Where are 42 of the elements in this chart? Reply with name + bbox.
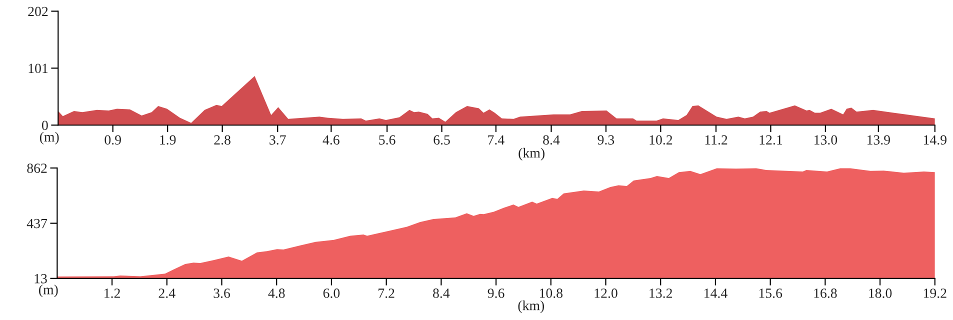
x-tick-label: 8.4	[433, 288, 450, 298]
x-tick-label: 2.4	[158, 288, 176, 298]
y-tick-label: 437	[26, 218, 48, 228]
x-tick-label: 5.6	[379, 135, 396, 145]
x-tick-label: 8.4	[543, 135, 560, 145]
x-axis-title: (km)	[518, 300, 544, 314]
y-tick-label: 202	[28, 6, 48, 16]
x-tick-label: 9.6	[488, 288, 504, 298]
x-tick-label: 14.9	[924, 135, 946, 145]
x-tick-label: 13.0	[814, 135, 838, 145]
x-tick-label: 6.5	[434, 135, 450, 145]
y-tick-label: 0	[42, 120, 48, 130]
x-tick-label: 3.7	[270, 135, 286, 145]
x-tick-label: 13.2	[650, 288, 672, 298]
x-tick-label: 10.2	[650, 135, 672, 145]
y-axis-title: (m)	[38, 284, 58, 298]
y-axis-title: (m)	[40, 132, 59, 144]
y-tick-label: 862	[27, 164, 47, 173]
x-tick-label: 4.6	[322, 135, 340, 145]
x-tick-label: 1.9	[160, 135, 176, 145]
x-tick-label: 12.0	[594, 288, 618, 298]
x-tick-label: 0.9	[104, 135, 121, 145]
x-tick-label: 14.4	[704, 288, 728, 298]
x-tick-label: 13.9	[867, 135, 890, 145]
x-tick-label: 7.4	[488, 135, 504, 145]
x-tick-label: 16.8	[814, 288, 837, 298]
x-tick-label: 7.2	[378, 288, 394, 298]
x-tick-label: 19.2	[924, 288, 946, 298]
x-tick-label: 12.1	[760, 135, 782, 145]
x-tick-label: 3.6	[214, 288, 230, 298]
x-tick-label: 11.2	[705, 135, 728, 145]
x-axis-title: (km)	[518, 148, 544, 160]
x-tick-label: 18.0	[869, 288, 892, 298]
x-tick-label: 15.6	[759, 288, 782, 298]
x-tick-label: 4.8	[268, 288, 285, 298]
x-tick-label: 10.8	[540, 288, 563, 298]
x-tick-label: 2.8	[214, 135, 230, 145]
y-tick-label: 13	[34, 274, 47, 284]
x-tick-label: 1.2	[104, 288, 120, 298]
x-tick-label: 6.0	[323, 288, 340, 298]
x-tick-label: 9.3	[598, 135, 614, 145]
y-tick-label: 101	[28, 64, 48, 74]
